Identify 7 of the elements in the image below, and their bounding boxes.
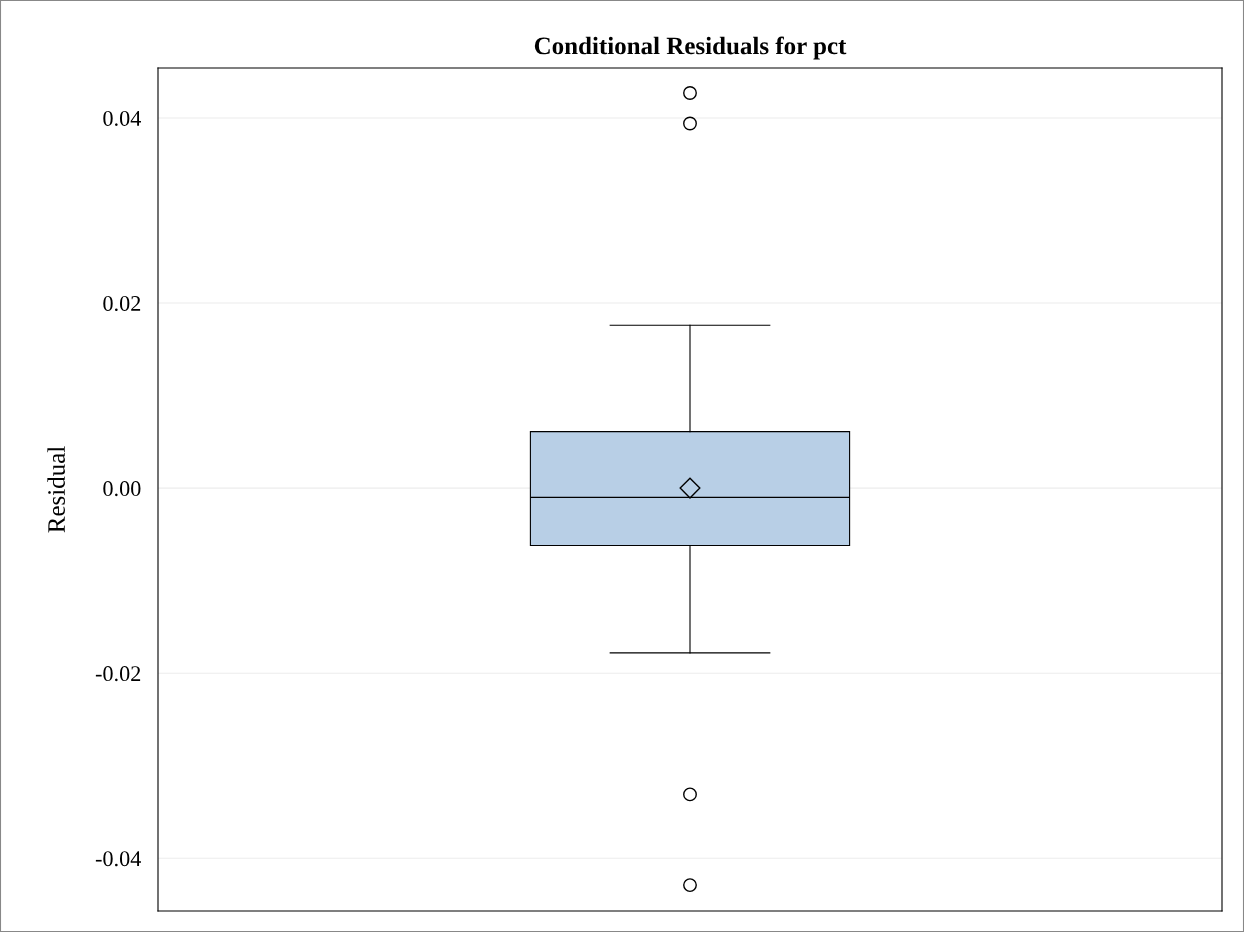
chart-title: Conditional Residuals for pct	[534, 36, 847, 60]
y-tick-label: -0.04	[95, 851, 141, 867]
y-tick-label: 0.00	[103, 481, 141, 497]
y-tick-label: 0.02	[103, 295, 141, 312]
y-tick-label: 0.04	[103, 110, 141, 126]
y-tick-label: -0.02	[95, 666, 141, 682]
y-axis-title: Residual	[47, 446, 65, 533]
